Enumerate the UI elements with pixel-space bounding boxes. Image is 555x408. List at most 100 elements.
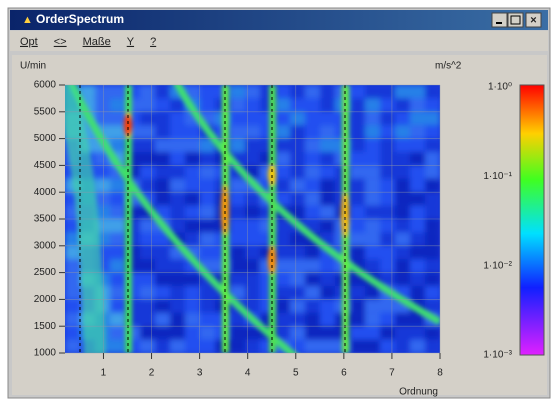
heatmap-cell	[170, 273, 185, 286]
heatmap-cell	[320, 165, 335, 178]
heatmap-cell	[290, 192, 305, 205]
heatmap-cell	[95, 85, 110, 98]
heatmap-cell	[230, 112, 245, 125]
heatmap-cell	[425, 98, 440, 111]
heatmap-cell	[350, 139, 365, 152]
heatmap-cell	[230, 85, 245, 98]
heatmap-cell	[275, 85, 290, 98]
menu-item[interactable]: Opt	[20, 36, 38, 48]
heatmap-cell	[275, 139, 290, 152]
heatmap-cell	[320, 340, 335, 353]
heatmap-cell	[380, 246, 395, 259]
heatmap-cell	[200, 165, 215, 178]
menu-item[interactable]: Y	[127, 36, 135, 48]
heatmap-cell	[380, 232, 395, 245]
heatmap-cell	[110, 206, 125, 219]
heatmap-cell	[245, 286, 260, 299]
heatmap-cell	[410, 286, 425, 299]
heatmap-cell	[230, 219, 245, 232]
heatmap-cell	[305, 299, 320, 312]
heatmap-cell	[395, 179, 410, 192]
heatmap-cell	[290, 152, 305, 165]
heatmap-cell	[365, 152, 380, 165]
heatmap-cell	[290, 125, 305, 138]
x-tick-label: 8	[437, 368, 443, 379]
menu-item[interactable]: Maße	[83, 36, 111, 48]
heatmap-cell	[170, 125, 185, 138]
heatmap-cell	[320, 125, 335, 138]
heatmap-cell	[155, 125, 170, 138]
heatmap-cell	[170, 299, 185, 312]
heatmap-cell	[365, 165, 380, 178]
heatmap-cell	[350, 112, 365, 125]
heatmap-cell	[350, 206, 365, 219]
menu-item[interactable]: <>	[54, 36, 67, 48]
heatmap-cell	[110, 232, 125, 245]
heatmap-cell	[275, 286, 290, 299]
heatmap-cell	[140, 165, 155, 178]
heatmap-cell	[140, 273, 155, 286]
page: ▲ OrderSpectrum × Opt<>MaßeY? U/min m/s^…	[0, 0, 555, 403]
heatmap-cell	[170, 326, 185, 339]
heatmap-cell	[275, 246, 290, 259]
heatmap-cell	[425, 192, 440, 205]
heatmap-cell	[245, 192, 260, 205]
window-buttons: ×	[492, 13, 541, 27]
heatmap-cell	[185, 313, 200, 326]
colorbar-label: 1·10⁰	[488, 82, 512, 93]
heatmap-cell	[425, 85, 440, 98]
heatmap-cell	[110, 340, 125, 353]
heatmap-cell	[155, 246, 170, 259]
heatmap-cell	[245, 112, 260, 125]
heatmap-cell	[365, 125, 380, 138]
heatmap-cell	[320, 85, 335, 98]
heatmap-cell	[410, 112, 425, 125]
heatmap-cell	[395, 340, 410, 353]
heatmap-cell	[200, 85, 215, 98]
heatmap-cell	[245, 246, 260, 259]
y-tick-label: 3000	[34, 240, 57, 251]
heatmap-cell	[380, 98, 395, 111]
heatmap-cell	[425, 273, 440, 286]
heatmap-cell	[305, 179, 320, 192]
heatmap-cell	[155, 326, 170, 339]
heatmap-cell	[365, 139, 380, 152]
heatmap-cell	[410, 340, 425, 353]
heatmap-cell	[320, 206, 335, 219]
heatmap-cell	[395, 246, 410, 259]
menu-item[interactable]: ?	[150, 36, 156, 48]
heatmap-cell	[155, 112, 170, 125]
heatmap-cell	[305, 246, 320, 259]
heatmap-cell	[305, 340, 320, 353]
heatmap-cell	[410, 98, 425, 111]
heatmap-cell	[305, 112, 320, 125]
heatmap-cell	[110, 125, 125, 138]
close-icon: ×	[530, 14, 536, 26]
heatmap-cell	[230, 192, 245, 205]
heatmap-cell	[425, 246, 440, 259]
heatmap-cell	[350, 286, 365, 299]
heatmap-cell	[395, 112, 410, 125]
heatmap-cell	[170, 179, 185, 192]
heatmap-cell	[305, 326, 320, 339]
heatmap-cell	[305, 313, 320, 326]
heatmap-cell	[170, 152, 185, 165]
heatmap-cell	[380, 206, 395, 219]
heatmap-cell	[320, 326, 335, 339]
heatmap-cell	[200, 152, 215, 165]
heatmap-cell	[365, 98, 380, 111]
colorbar-label: 1·10⁻¹	[483, 171, 512, 182]
x-tick-label: 3	[197, 368, 203, 379]
heatmap-cell	[320, 152, 335, 165]
heatmap-cell	[320, 286, 335, 299]
heatmap-cell	[170, 112, 185, 125]
maximize-button[interactable]	[508, 13, 523, 27]
heatmap-cell	[110, 299, 125, 312]
heatmap-cell	[350, 246, 365, 259]
minimize-button[interactable]	[492, 13, 507, 27]
heatmap-cell	[245, 98, 260, 111]
y-tick-label: 5500	[34, 106, 57, 117]
heatmap-cell	[65, 232, 80, 245]
heatmap-cell	[185, 139, 200, 152]
heatmap-cell	[140, 112, 155, 125]
